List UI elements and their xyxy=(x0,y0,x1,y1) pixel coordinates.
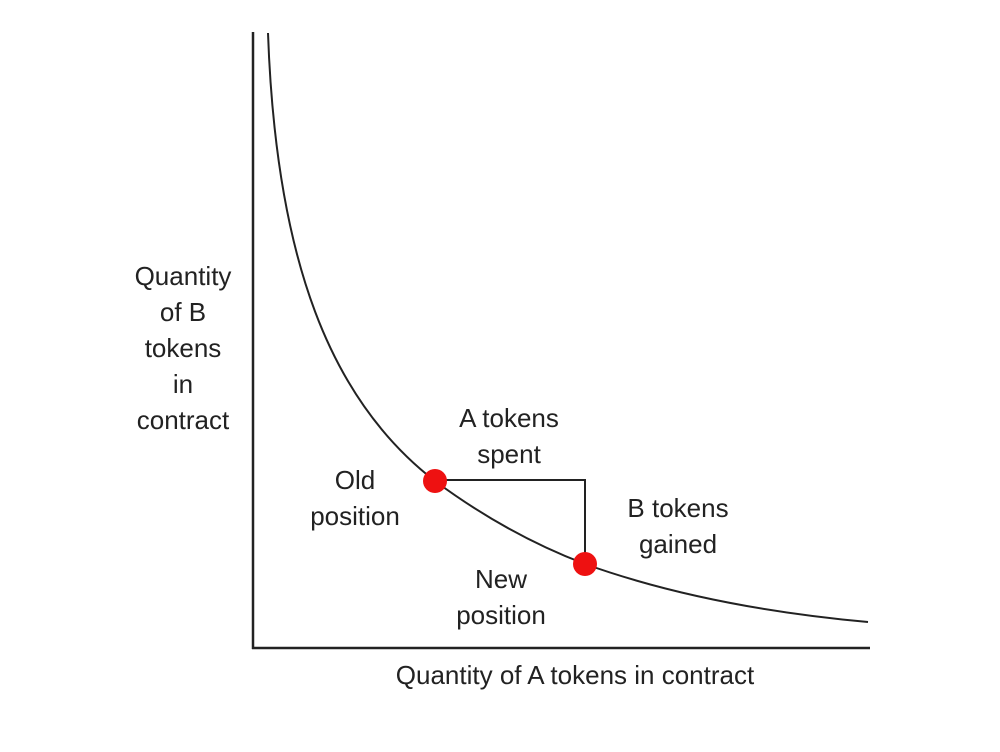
old-position-point xyxy=(423,469,447,493)
label-line: position xyxy=(456,600,546,630)
x-axis-label: Quantity of A tokens in contract xyxy=(395,660,755,690)
label-line: Old xyxy=(334,465,376,495)
y-label-line: contract xyxy=(136,405,230,435)
label-line: New xyxy=(474,564,527,594)
new-position-point xyxy=(573,552,597,576)
new-position-label: New position xyxy=(456,561,546,633)
old-position-label: Old position xyxy=(310,462,400,534)
constant-product-curve xyxy=(267,32,869,623)
label-line: B tokens xyxy=(627,493,729,523)
a-tokens-spent-label: A tokens spent xyxy=(459,400,559,472)
b-tokens-gained-label: B tokens gained xyxy=(627,490,728,562)
y-label-line: in xyxy=(172,369,194,399)
y-label-line: of B xyxy=(159,297,207,327)
label-line: spent xyxy=(477,439,541,469)
y-axis-label: Quantity of B tokens in contract xyxy=(135,258,232,438)
label-line: A tokens xyxy=(459,403,559,433)
label-line: gained xyxy=(638,529,718,559)
label-line: position xyxy=(310,501,400,531)
trade-path xyxy=(435,479,586,564)
y-label-line: tokens xyxy=(144,333,222,363)
y-label-line: Quantity xyxy=(134,261,232,291)
